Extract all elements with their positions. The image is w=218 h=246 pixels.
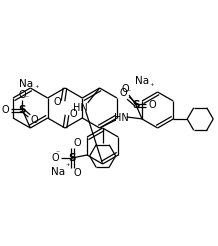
Text: S: S: [132, 100, 140, 110]
Text: Na: Na: [19, 79, 33, 89]
Text: S: S: [19, 105, 26, 115]
Text: O: O: [148, 100, 156, 110]
Text: ⁺: ⁺: [66, 163, 70, 171]
Text: ⁻: ⁻: [127, 88, 131, 96]
Text: O: O: [19, 90, 26, 100]
Text: O: O: [119, 88, 127, 98]
Text: ⁻: ⁻: [56, 149, 60, 157]
Text: O: O: [51, 153, 59, 163]
Text: O: O: [53, 97, 61, 107]
Text: O: O: [121, 84, 129, 94]
Text: S: S: [68, 153, 76, 163]
Text: ⁺: ⁺: [150, 81, 154, 91]
Text: Na: Na: [51, 167, 65, 177]
Text: O: O: [31, 115, 38, 125]
Text: O: O: [69, 109, 77, 119]
Text: O: O: [73, 138, 81, 148]
Text: HN: HN: [114, 113, 129, 123]
Text: O: O: [73, 168, 81, 178]
Text: Na: Na: [135, 76, 149, 86]
Text: ⁺: ⁺: [34, 84, 39, 93]
Text: O: O: [2, 105, 9, 115]
Text: HN: HN: [73, 103, 88, 113]
Text: ⁻: ⁻: [24, 93, 29, 103]
